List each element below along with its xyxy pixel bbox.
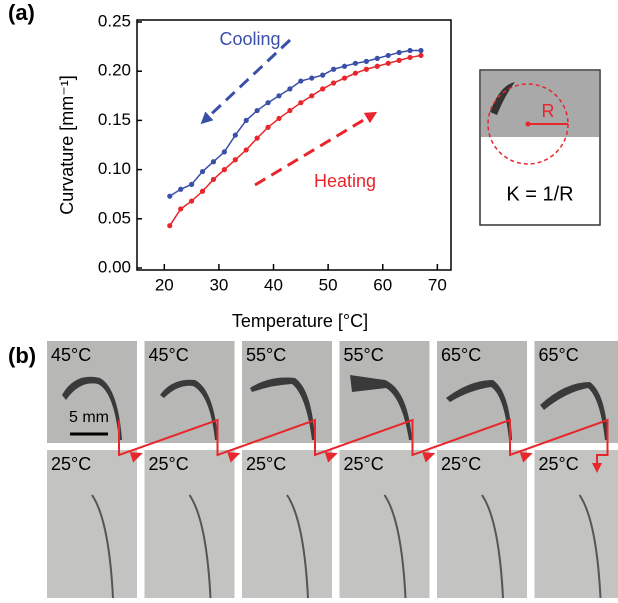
inset-radius-label: R <box>542 101 555 121</box>
point <box>287 86 292 91</box>
panel-label: (a) <box>8 0 35 25</box>
line <box>170 55 421 225</box>
point <box>331 67 336 72</box>
point <box>407 55 412 60</box>
point <box>342 75 347 80</box>
point <box>397 50 402 55</box>
x-tick-label: 30 <box>209 275 228 294</box>
point <box>200 169 205 174</box>
point <box>276 93 281 98</box>
point <box>342 64 347 69</box>
x-tick-label: 20 <box>155 275 174 294</box>
point <box>244 147 249 152</box>
point <box>265 125 270 130</box>
x-tick-label: 40 <box>264 275 283 294</box>
point <box>265 100 270 105</box>
photo-label: 25°C <box>149 454 189 474</box>
point <box>309 75 314 80</box>
point <box>331 80 336 85</box>
point <box>244 118 249 123</box>
y-tick-label: 0.20 <box>98 61 131 80</box>
line <box>170 51 421 197</box>
x-tick-label: 50 <box>319 275 338 294</box>
point <box>320 86 325 91</box>
point <box>167 194 172 199</box>
point <box>167 223 172 228</box>
point <box>407 48 412 53</box>
scale-bar-label: 5 mm <box>69 409 109 426</box>
photo-label: 25°C <box>539 454 579 474</box>
point <box>364 67 369 72</box>
photo-label: 25°C <box>441 454 481 474</box>
point <box>298 78 303 83</box>
point <box>353 61 358 66</box>
y-tick-label: 0.00 <box>98 257 131 276</box>
point <box>287 108 292 113</box>
point <box>418 48 423 53</box>
photo-label: 45°C <box>51 345 91 365</box>
photo-label: 65°C <box>539 345 579 365</box>
point <box>309 93 314 98</box>
photo-label: 25°C <box>51 454 91 474</box>
x-tick-label: 70 <box>428 275 447 294</box>
point <box>364 59 369 64</box>
photo-label: 55°C <box>246 345 286 365</box>
point <box>418 53 423 58</box>
point <box>211 159 216 164</box>
photo-label: 45°C <box>149 345 189 365</box>
point <box>375 64 380 69</box>
point <box>211 177 216 182</box>
x-axis-label: Temperature [°C] <box>232 311 368 331</box>
point <box>386 53 391 58</box>
y-tick-label: 0.10 <box>98 159 131 178</box>
series-label: Cooling <box>219 29 280 49</box>
point <box>189 182 194 187</box>
photo-label: 55°C <box>344 345 384 365</box>
point <box>233 133 238 138</box>
y-tick-label: 0.05 <box>98 208 131 227</box>
point <box>375 56 380 61</box>
photo-label: 65°C <box>441 345 481 365</box>
series-label: Heating <box>314 171 376 191</box>
point <box>200 189 205 194</box>
y-tick-label: 0.25 <box>98 11 131 30</box>
cooling-arrow <box>205 40 290 120</box>
point <box>298 100 303 105</box>
photo-grid: 45°C 45°C 55°C 55°C 65°C 65°C 25°C 25°C 25°C 25°C… <box>47 341 618 598</box>
y-tick-label: 0.15 <box>98 110 131 129</box>
plot-frame <box>137 20 451 270</box>
point <box>386 61 391 66</box>
point <box>222 167 227 172</box>
y-axis-label: Curvature [mm⁻¹] <box>57 75 77 215</box>
photo-label: 25°C <box>344 454 384 474</box>
x-tick-label: 60 <box>373 275 392 294</box>
point <box>178 206 183 211</box>
point <box>255 108 260 113</box>
point <box>255 136 260 141</box>
panel-label: (b) <box>8 343 36 368</box>
point <box>178 187 183 192</box>
point <box>397 58 402 63</box>
point <box>189 198 194 203</box>
photo-label: 25°C <box>246 454 286 474</box>
inset-center <box>526 122 531 127</box>
inset: R K = 1/R <box>480 70 600 225</box>
point <box>320 73 325 78</box>
point <box>233 157 238 162</box>
point <box>276 116 281 121</box>
point <box>353 71 358 76</box>
inset-formula: K = 1/R <box>506 183 573 205</box>
point <box>222 149 227 154</box>
